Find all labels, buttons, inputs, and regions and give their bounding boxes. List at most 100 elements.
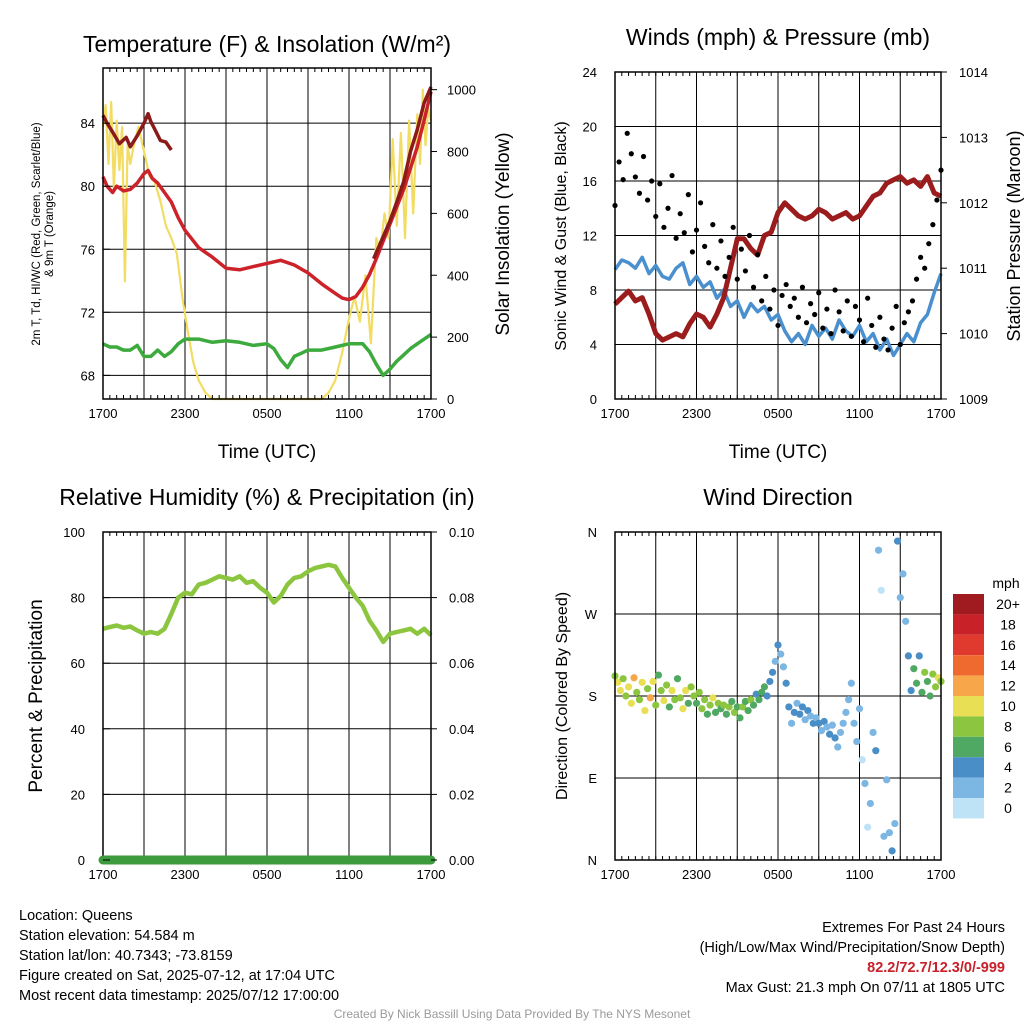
direction-point	[682, 686, 690, 695]
direction-point	[747, 696, 755, 704]
legend-swatch	[953, 716, 984, 737]
gust-point	[808, 301, 814, 307]
y2-axis-label: Station Pressure (Maroon)	[1004, 130, 1024, 341]
max-gust-text: Max Gust: 21.3 mph On 07/11 at 1805 UTC	[725, 980, 1005, 996]
series-hi-wc	[101, 111, 173, 151]
y2-tick-label: 0.08	[449, 591, 474, 606]
legend-label: 0	[1004, 800, 1012, 816]
direction-point	[733, 703, 741, 711]
direction-point	[698, 705, 706, 713]
direction-point	[855, 705, 864, 713]
direction-point	[899, 570, 907, 578]
y-tick-label: 60	[71, 656, 85, 671]
direction-point	[893, 537, 902, 545]
y-tick-label: S	[588, 689, 597, 704]
legend-swatch	[953, 594, 984, 615]
direction-point	[673, 675, 682, 683]
y-axis-label-text: Sonic Wind & Gust (Blue, Black)	[553, 121, 570, 350]
gust-point	[860, 339, 867, 345]
panel-3: 0 20 40 60 80 100 0.00 0.02 0.04 0.06 0.08 0.10 1700…	[26, 484, 475, 882]
gust-point	[795, 314, 801, 320]
y2-tick-label: 0.06	[449, 656, 474, 671]
direction-point	[902, 617, 910, 625]
legend-swatch	[953, 777, 984, 798]
legend-swatch	[953, 675, 984, 696]
legend-swatch	[953, 614, 984, 635]
gust-point	[742, 268, 749, 274]
direction-point	[665, 703, 673, 711]
direction-point	[796, 710, 804, 718]
x-tick-label: 1700	[601, 867, 630, 882]
direction-point	[866, 799, 874, 808]
direction-point	[728, 697, 736, 706]
direction-point	[779, 663, 788, 671]
panel-4: N E S W N 1700 2300 0500 1100 1700 Wind Direction D…	[554, 484, 1020, 882]
gust-point	[869, 322, 875, 329]
y2-tick-label: 1011	[959, 261, 987, 276]
x-tick-label: 1700	[417, 867, 446, 882]
x-tick-label: 1700	[89, 867, 118, 882]
direction-point	[888, 847, 896, 855]
direction-point	[839, 719, 847, 727]
direction-point	[676, 694, 684, 702]
direction-point	[758, 688, 766, 696]
direction-point	[874, 546, 883, 554]
gust-point	[787, 303, 793, 309]
chart-title: Winds (mph) & Pressure (mb)	[626, 24, 930, 50]
gust-point	[913, 276, 920, 282]
direction-point	[817, 727, 826, 735]
gust-point	[636, 190, 643, 196]
speed-legend: mph 20+ 18 16 14 12 10 8 6 4 2 0	[953, 575, 1020, 819]
y2-tick-label: 400	[447, 268, 469, 283]
gust-point	[856, 317, 863, 323]
direction-point	[831, 734, 839, 742]
direction-point	[910, 665, 918, 673]
legend-label: 12	[1000, 678, 1016, 694]
direction-point	[836, 728, 845, 737]
gust-point	[628, 151, 634, 157]
legend-swatch	[953, 696, 984, 717]
y2-tick-label: 1014	[959, 65, 988, 80]
gust-point	[702, 243, 708, 249]
direction-point	[730, 708, 739, 717]
gust-point	[693, 227, 700, 233]
direction-point	[793, 699, 801, 707]
y-tick-label: 80	[71, 591, 85, 606]
gust-point	[816, 290, 822, 296]
gust-point	[746, 232, 753, 239]
gust-point	[734, 276, 740, 282]
y-tick-label: 72	[81, 305, 95, 320]
series-2m-td	[102, 332, 432, 378]
gust-point	[897, 341, 903, 348]
y-axis-label: 2m T, Td, HI/WC (Red, Green, Scarlet/Blu…	[31, 122, 56, 345]
gust-point	[738, 246, 744, 252]
credit-text: Created By Nick Bassill Using Data Provi…	[333, 1007, 691, 1021]
y2-axis-label: Solar Insolation (Yellow)	[493, 132, 514, 335]
direction-point	[630, 674, 638, 682]
direction-point	[853, 737, 861, 746]
gust-point	[885, 347, 891, 353]
direction-point	[880, 832, 888, 840]
direction-point	[644, 685, 652, 693]
gust-point	[865, 295, 871, 301]
y-axis-label: Percent & Precipitation	[26, 599, 47, 792]
chart-title: Relative Humidity (%) & Precipitation (i…	[59, 484, 474, 510]
panel-1: 68 72 76 80 84 0 200 400 600 800 1000 1700 2300 0500 1…	[31, 31, 514, 463]
direction-point	[720, 701, 728, 709]
gust-point	[616, 159, 622, 165]
y2-tick-label: 0.10	[449, 525, 474, 540]
direction-point	[858, 756, 866, 764]
direction-point	[864, 823, 872, 831]
direction-point	[847, 679, 855, 687]
x-tick-label: 1700	[601, 406, 630, 421]
y2-tick-label: 600	[447, 206, 469, 221]
gust-point	[718, 238, 724, 244]
direction-point	[807, 712, 815, 720]
direction-point	[931, 683, 940, 691]
direction-point	[921, 668, 929, 676]
y-tick-label: 12	[583, 229, 597, 244]
legend-label: 10	[1000, 698, 1016, 714]
gust-point	[783, 281, 789, 288]
legend-label: 8	[1004, 718, 1012, 734]
direction-point	[896, 594, 904, 602]
